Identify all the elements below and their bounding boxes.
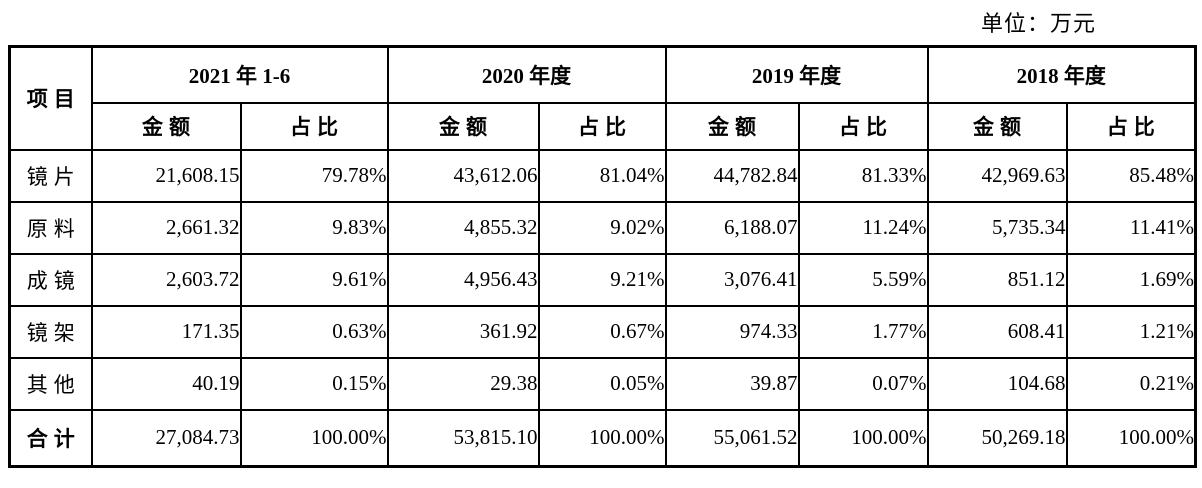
ratio-2020: 81.04% bbox=[537, 148, 667, 203]
table-row-other: 其他 40.19 0.15% 29.38 0.05% 39.87 0.07% 1… bbox=[8, 356, 1197, 411]
ratio-2020: 0.67% bbox=[537, 304, 667, 359]
amount-2018: 42,969.63 bbox=[926, 148, 1068, 203]
header-ratio-2021: 占比 bbox=[239, 101, 389, 151]
table-row-finished-glasses: 成镜 2,603.72 9.61% 4,956.43 9.21% 3,076.4… bbox=[8, 252, 1197, 307]
ratio-2018: 85.48% bbox=[1065, 148, 1197, 203]
ratio-2019: 11.24% bbox=[797, 200, 929, 255]
ratio-2020: 9.21% bbox=[537, 252, 667, 307]
revenue-breakdown-table: 项目 2021 年 1-6 2020 年度 2019 年度 2018 年度 金额… bbox=[8, 45, 1197, 468]
header-amount-2020: 金额 bbox=[386, 101, 540, 151]
amount-2018: 5,735.34 bbox=[926, 200, 1068, 255]
table-row-frames: 镜架 171.35 0.63% 361.92 0.67% 974.33 1.77… bbox=[8, 304, 1197, 359]
ratio-2018: 1.21% bbox=[1065, 304, 1197, 359]
ratio-2018: 1.69% bbox=[1065, 252, 1197, 307]
amount-2020: 43,612.06 bbox=[386, 148, 540, 203]
ratio-2019: 5.59% bbox=[797, 252, 929, 307]
row-item-label: 镜片 bbox=[8, 148, 93, 203]
row-item-label: 镜架 bbox=[8, 304, 93, 359]
amount-2020: 361.92 bbox=[386, 304, 540, 359]
amount-2019: 55,061.52 bbox=[664, 408, 800, 468]
amount-2021: 27,084.73 bbox=[90, 408, 242, 468]
amount-2021: 171.35 bbox=[90, 304, 242, 359]
ratio-2021: 0.63% bbox=[239, 304, 389, 359]
table-row-total: 合计 27,084.73 100.00% 53,815.10 100.00% 5… bbox=[8, 408, 1197, 468]
header-period-2019: 2019 年度 bbox=[664, 45, 929, 104]
ratio-2020: 100.00% bbox=[537, 408, 667, 468]
amount-2018: 104.68 bbox=[926, 356, 1068, 411]
ratio-2021: 9.83% bbox=[239, 200, 389, 255]
ratio-2019: 0.07% bbox=[797, 356, 929, 411]
amount-2020: 4,956.43 bbox=[386, 252, 540, 307]
ratio-2021: 100.00% bbox=[239, 408, 389, 468]
amount-2020: 4,855.32 bbox=[386, 200, 540, 255]
amount-2018: 608.41 bbox=[926, 304, 1068, 359]
header-amount-2021: 金额 bbox=[90, 101, 242, 151]
ratio-2019: 100.00% bbox=[797, 408, 929, 468]
header-amount-2018: 金额 bbox=[926, 101, 1068, 151]
amount-2021: 21,608.15 bbox=[90, 148, 242, 203]
amount-2019: 6,188.07 bbox=[664, 200, 800, 255]
ratio-2018: 100.00% bbox=[1065, 408, 1197, 468]
header-row-periods: 项目 2021 年 1-6 2020 年度 2019 年度 2018 年度 bbox=[8, 45, 1197, 151]
row-item-label: 其他 bbox=[8, 356, 93, 411]
amount-2018: 50,269.18 bbox=[926, 408, 1068, 468]
ratio-2018: 0.21% bbox=[1065, 356, 1197, 411]
table-row-raw-materials: 原料 2,661.32 9.83% 4,855.32 9.02% 6,188.0… bbox=[8, 200, 1197, 255]
header-row-measures: 金额 占比 金额 占比 金额 占比 金额 占比 bbox=[10, 101, 1197, 151]
ratio-2018: 11.41% bbox=[1065, 200, 1197, 255]
amount-2019: 974.33 bbox=[664, 304, 800, 359]
ratio-2021: 79.78% bbox=[239, 148, 389, 203]
amount-2020: 29.38 bbox=[386, 356, 540, 411]
header-ratio-2018: 占比 bbox=[1065, 101, 1197, 151]
amount-2018: 851.12 bbox=[926, 252, 1068, 307]
header-period-2020: 2020 年度 bbox=[386, 45, 667, 104]
ratio-2019: 81.33% bbox=[797, 148, 929, 203]
header-amount-2019: 金额 bbox=[664, 101, 800, 151]
row-item-label: 原料 bbox=[8, 200, 93, 255]
header-ratio-2019: 占比 bbox=[797, 101, 929, 151]
header-period-2021: 2021 年 1-6 bbox=[90, 45, 389, 104]
ratio-2020: 0.05% bbox=[537, 356, 667, 411]
amount-2021: 2,661.32 bbox=[90, 200, 242, 255]
amount-2020: 53,815.10 bbox=[386, 408, 540, 468]
row-item-label: 成镜 bbox=[8, 252, 93, 307]
header-item: 项目 bbox=[8, 45, 93, 151]
ratio-2020: 9.02% bbox=[537, 200, 667, 255]
header-period-2018: 2018 年度 bbox=[926, 45, 1197, 104]
amount-2021: 2,603.72 bbox=[90, 252, 242, 307]
amount-2019: 3,076.41 bbox=[664, 252, 800, 307]
amount-2019: 39.87 bbox=[664, 356, 800, 411]
amount-2019: 44,782.84 bbox=[664, 148, 800, 203]
ratio-2019: 1.77% bbox=[797, 304, 929, 359]
ratio-2021: 0.15% bbox=[239, 356, 389, 411]
unit-label: 单位：万元 bbox=[980, 11, 1096, 36]
ratio-2021: 9.61% bbox=[239, 252, 389, 307]
amount-2021: 40.19 bbox=[90, 356, 242, 411]
table-row-lenses: 镜片 21,608.15 79.78% 43,612.06 81.04% 44,… bbox=[8, 148, 1197, 203]
row-item-label: 合计 bbox=[8, 408, 93, 468]
header-ratio-2020: 占比 bbox=[537, 101, 667, 151]
